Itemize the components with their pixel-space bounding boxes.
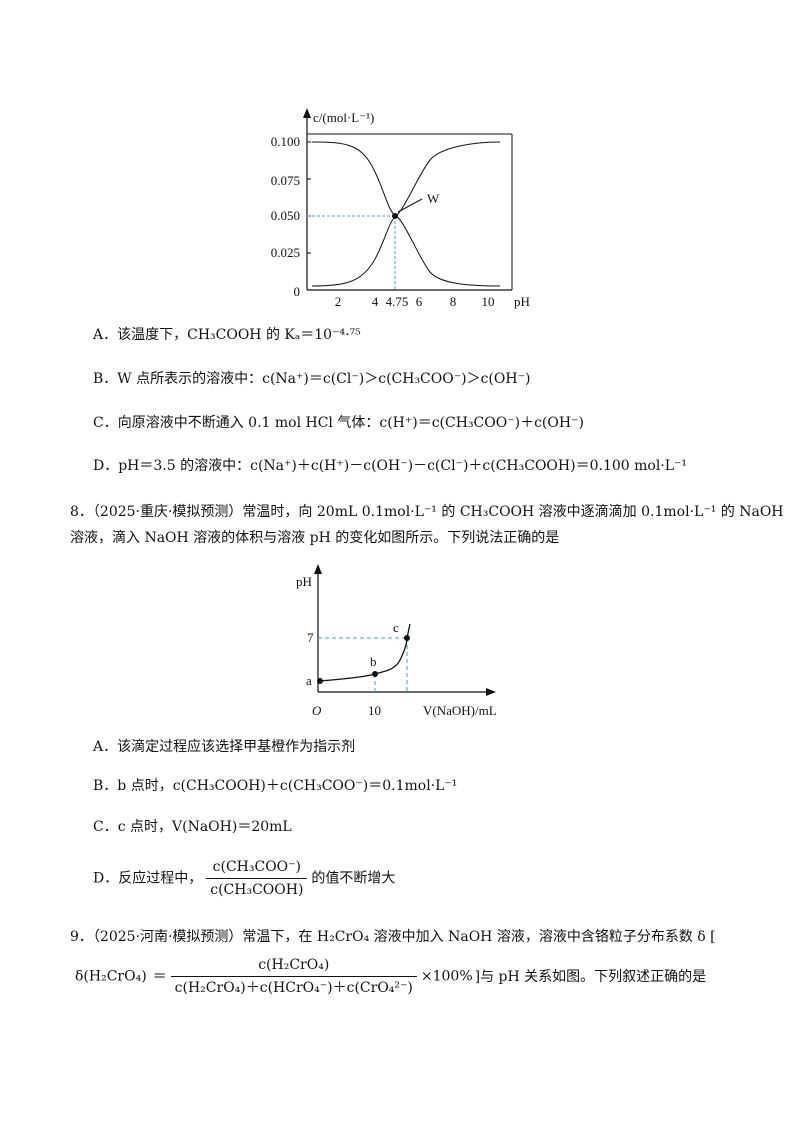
point-b-label: b — [370, 654, 377, 669]
q9-tail: ]与 pH 关系如图。下列叙述正确的是 — [474, 968, 707, 985]
x-axis-label: pH — [514, 294, 530, 309]
y-axis-arrow — [314, 564, 322, 574]
q8-stem-line1: 8．（2025·重庆·模拟预测）常温时，向 20mL 0.1mol·L⁻¹ 的 … — [70, 504, 784, 520]
point-c — [404, 635, 410, 641]
x-tick-10: 10 — [482, 294, 495, 309]
x-axis-arrow — [486, 688, 496, 696]
percent-factor: ×100% — [420, 968, 473, 985]
q8-stem-line2: 溶液，滴入 NaOH 溶液的体积与溶液 pH 的变化如图所示。下列说法正确的是 — [70, 530, 560, 546]
q8-option-b: B．b 点时，c(CH₃COOH)＋c(CH₃COO⁻)＝0.1mol·L⁻¹ — [93, 778, 458, 794]
q7-option-c: C．向原溶液中不断通入 0.1 mol HCl 气体：c(H⁺)＝c(CH₃CO… — [93, 415, 584, 431]
q9-fraction: c(H₂CrO₄) c(H₂CrO₄)＋c(HCrO₄⁻)＋c(CrO₄²⁻) — [170, 954, 417, 999]
y-axis-arrow — [303, 108, 311, 118]
point-w-label: W — [427, 191, 440, 206]
q9-formula-line: δ(H₂CrO₄) ＝ c(H₂CrO₄) c(H₂CrO₄)＋c(HCrO₄⁻)＋c… — [75, 954, 706, 999]
x-axis-label: V(NaOH)/mL — [423, 703, 497, 718]
q9-stem-line1: 9．（2025·河南·模拟预测）常温下，在 H₂CrO₄ 溶液中加入 NaOH … — [70, 929, 716, 945]
y-tick-0050: 0.050 — [271, 208, 300, 223]
x-tick-8: 8 — [450, 294, 457, 309]
delta-symbol: δ(H₂CrO₄) — [75, 968, 147, 985]
x-tick-2: 2 — [335, 294, 342, 309]
q8-option-d-suffix: 的值不断增大 — [311, 870, 396, 887]
point-a — [317, 678, 323, 684]
q8-option-d: D．反应过程中， c(CH₃COO⁻) c(CH₃COOH) 的值不断增大 — [93, 856, 395, 901]
q8-option-d-prefix: D．反应过程中， — [93, 870, 203, 887]
q8-option-a: A．该滴定过程应该选择甲基橙作为指示剂 — [93, 739, 356, 755]
origin-label: O — [312, 703, 322, 718]
equals-sign: ＝ — [152, 968, 167, 985]
w-leader — [397, 198, 423, 213]
point-b — [372, 671, 378, 677]
y-tick-7: 7 — [307, 630, 314, 645]
y-tick-0100: 0.100 — [271, 134, 300, 149]
fraction-numerator: c(CH₃COO⁻) — [206, 856, 308, 879]
y-tick-0025: 0.025 — [271, 245, 300, 260]
point-w — [392, 213, 398, 219]
y-tick-0: 0 — [294, 284, 301, 299]
q7-option-a: A．该温度下，CH₃COOH 的 Kₐ＝10⁻⁴·⁷⁵ — [93, 327, 361, 343]
q7-option-b: B．W 点所表示的溶液中：c(Na⁺)＝c(Cl⁻)＞c(CH₃COO⁻)＞c(… — [93, 371, 531, 387]
x-tick-475: 4.75 — [386, 294, 409, 309]
y-axis-label: c/(mol·L⁻¹) — [313, 110, 374, 125]
x-tick-10: 10 — [368, 703, 381, 718]
titration-curve — [319, 623, 411, 682]
x-tick-4: 4 — [372, 294, 379, 309]
y-axis-label: pH — [296, 574, 312, 589]
point-c-label: c — [393, 620, 399, 635]
falling-curve — [311, 141, 501, 287]
distribution-chart: c/(mol·L⁻¹) 0.100 0.075 0.050 0.025 0 2 … — [271, 108, 530, 309]
x-tick-6: 6 — [416, 294, 423, 309]
y-tick-0075: 0.075 — [271, 173, 300, 188]
fraction-denominator: c(H₂CrO₄)＋c(HCrO₄⁻)＋c(CrO₄²⁻) — [174, 980, 413, 996]
rising-curve — [311, 141, 501, 287]
q7-option-d: D．pH＝3.5 的溶液中：c(Na⁺)＋c(H⁺)－c(OH⁻)－c(Cl⁻)… — [93, 458, 688, 474]
q8-option-d-fraction: c(CH₃COO⁻) c(CH₃COOH) — [206, 856, 308, 901]
q8-option-c: C．c 点时，V(NaOH)＝20mL — [93, 819, 292, 835]
y-tick-labels: 0.100 0.075 0.050 0.025 0 — [271, 134, 300, 299]
titration-chart: pH O 10 V(NaOH)/mL 7 a b c — [296, 564, 497, 718]
x-tick-labels: 2 4 4.75 6 8 10 — [335, 294, 495, 309]
point-a-label: a — [306, 673, 312, 688]
fraction-denominator: c(CH₃COOH) — [210, 882, 304, 898]
fraction-numerator: c(H₂CrO₄) — [170, 954, 417, 977]
